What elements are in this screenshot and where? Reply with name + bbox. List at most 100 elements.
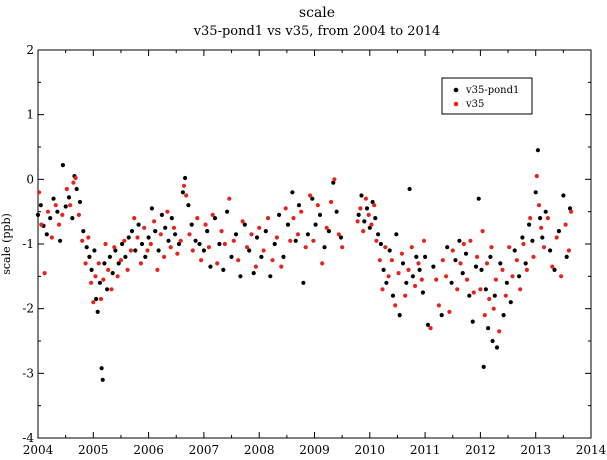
data-point [148,241,153,247]
data-point [132,216,137,221]
data-point [103,241,108,247]
data-point [89,267,94,272]
y-tick-label: 0 [26,172,34,186]
data-point [303,245,308,250]
data-point [129,229,135,234]
x-tick-label: 2011 [410,443,441,455]
data-point [396,271,401,276]
data-point [313,222,318,227]
data-point [165,209,170,214]
data-point [507,245,512,250]
data-point [523,261,528,266]
data-point [95,309,100,314]
data-point [240,219,245,224]
data-point [367,225,372,230]
data-point [274,235,279,240]
data-point [83,261,88,266]
data-point [362,219,367,224]
data-point [508,300,513,305]
data-point [366,212,371,217]
data-point [279,264,284,269]
data-point [92,248,97,253]
data-point [543,209,548,214]
data-point [514,258,520,263]
x-tick-label: 2010 [355,443,386,455]
data-point [386,274,391,279]
data-point [457,238,462,243]
data-point [190,248,195,253]
data-point [189,222,194,227]
data-point [376,232,381,237]
data-point [285,222,291,227]
data-point [404,280,409,285]
data-point [535,148,541,153]
x-tick-label: 2004 [23,443,54,455]
data-point [176,241,182,247]
y-tick-label: -4 [22,431,34,445]
data-point [305,232,310,237]
data-point [244,245,250,250]
data-point [383,245,388,250]
data-point [540,235,545,240]
data-point [510,274,515,279]
data-point [518,287,523,292]
data-point [115,274,120,279]
data-point [270,258,275,263]
data-point [569,209,574,214]
data-point [447,309,452,314]
chart-subtitle: v35-pond1 vs v35, from 2004 to 2014 [193,24,441,39]
data-point [479,267,484,272]
data-point [76,212,81,217]
data-point [163,225,168,230]
data-point [153,229,158,234]
data-point [99,366,104,371]
data-point [390,293,396,298]
data-point [162,254,167,259]
data-point [110,271,115,276]
series-v35-pond1 [35,148,573,382]
x-tick-label: 2009 [299,443,330,455]
data-point [142,225,147,230]
data-point [453,258,458,263]
data-point [73,175,78,181]
y-tick-label: 1 [26,108,34,122]
data-point [178,238,183,243]
data-point [169,216,174,221]
data-point [363,196,368,201]
legend-marker-v35-pond1 [453,87,459,93]
data-point [49,235,54,240]
data-point [123,254,128,259]
x-tick-label: 2006 [133,443,164,455]
data-point [217,241,222,247]
data-point [372,203,377,208]
data-point [356,212,361,217]
data-point [498,261,503,266]
data-point [567,206,573,211]
data-point [112,245,117,250]
data-point [467,293,472,298]
data-point [94,296,99,302]
data-point [527,222,532,227]
data-point [370,199,375,205]
data-point [122,238,127,243]
data-point [116,261,121,266]
data-point [238,274,243,279]
data-point [520,235,525,240]
data-point [60,212,65,217]
data-point [440,258,445,263]
data-point [491,306,496,311]
data-point [494,345,500,350]
data-point [212,216,218,221]
data-point [503,293,508,298]
x-tick-label: 2007 [189,443,220,455]
data-point [389,258,394,263]
data-point [70,216,75,221]
data-point [168,245,173,250]
data-point [310,196,315,201]
data-point [281,254,286,259]
data-point [293,238,298,243]
data-point [394,232,399,237]
data-point [210,212,215,217]
data-point [517,274,522,279]
data-point [417,267,422,272]
